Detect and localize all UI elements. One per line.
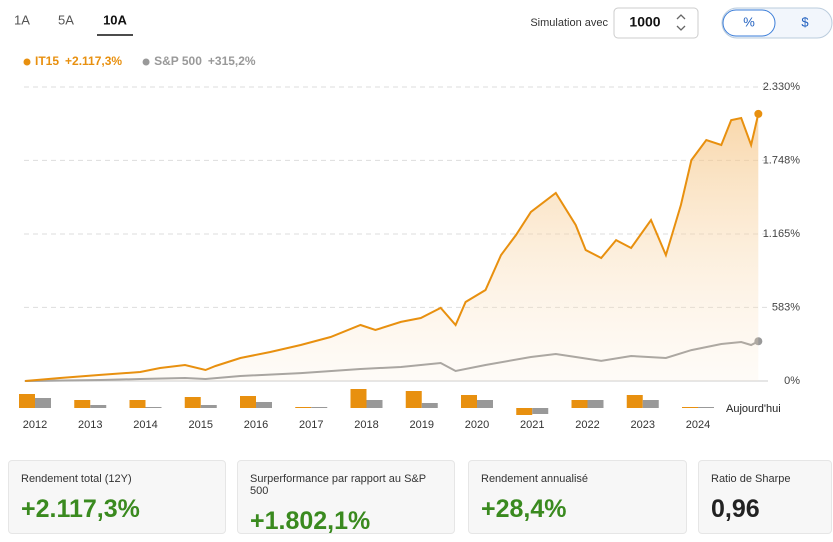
chart: 1A 5A 10A Simulation avec 1000% $0% 583% 1.165%… [14,7,833,431]
stat-card: Surperformance par rapport au S&P 500 +1.… [237,460,455,535]
bar [405,391,422,408]
y-tick-label: 1.165% [763,228,801,240]
y-tick-label: 1.748% [763,154,801,166]
legend-dot [23,58,31,66]
simulation-amount[interactable]: 1000 [629,14,660,30]
bar [642,400,659,408]
y-tick-label: 2.330% [763,81,801,93]
stat-card: Rendement total (12Y) +2.117,3% [8,460,226,534]
area [25,113,759,382]
amount-input[interactable] [613,7,699,39]
x-tick-label: 2016 [244,419,268,431]
stat-value: +28,4% [481,495,567,523]
bar [698,407,714,408]
bar [350,389,367,408]
bar [682,407,698,408]
legend-return: +2.117,3% [65,54,122,68]
bar [200,405,217,408]
line [25,113,760,382]
x-tick-label: 2022 [575,419,599,431]
bar [240,396,256,408]
stat-label: Rendement total (12Y) [21,473,132,485]
simulation-label: Simulation avec [530,17,608,29]
bar [295,407,312,408]
stat-label: Rendement annualisé [481,473,589,485]
y-tick-label: 583% [772,301,800,313]
bar [311,407,328,408]
bar [90,405,107,408]
legend-dot [142,58,150,66]
tab[interactable]: 5A [58,12,74,27]
stat-value: +1.802,1% [250,507,371,535]
bar [145,407,162,408]
end-dot [754,109,763,118]
stat-label: Surperformance par rapport au S&P 500 [250,473,426,497]
tab[interactable]: 1A [14,12,30,27]
bar [366,400,383,408]
bar [19,394,35,408]
x-tick-label: 2014 [133,419,157,431]
stat-card: Rendement annualisé +28,4% [468,460,687,534]
unit-option[interactable]: $ [801,14,809,29]
bar [461,395,477,408]
x-tick-label: 2019 [410,419,434,431]
bar [626,395,643,408]
bar [421,403,438,408]
bar [532,408,549,414]
bar [74,400,91,408]
bar [587,400,604,408]
x-tick-label: 2023 [631,419,655,431]
bar [184,397,201,408]
stepper[interactable] [676,14,686,31]
bar [256,402,272,408]
stat-value: 0,96 [711,495,760,523]
x-tick-label: 2012 [23,419,47,431]
x-tick-label: 2018 [354,419,378,431]
annotation: Aujourd'hui [726,403,781,415]
legend-return: +315,2% [208,54,256,68]
legend-name: S&P 500 [154,54,202,68]
bar [35,398,51,408]
tab[interactable]: 10A [103,12,127,27]
legend-name: IT15 [35,54,59,68]
x-tick-label: 2021 [520,419,544,431]
x-tick-label: 2024 [686,419,710,431]
stat-card: Ratio de Sharpe 0,96 [698,460,832,534]
stat-value: +2.117,3% [21,495,140,523]
x-tick-label: 2013 [78,419,102,431]
unit-active[interactable] [722,9,776,37]
stat-label: Ratio de Sharpe [711,473,791,485]
unit-option[interactable]: % [743,14,755,29]
x-tick-label: 2020 [465,419,489,431]
x-tick-label: 2015 [189,419,213,431]
bar [571,400,588,408]
x-tick-label: 2017 [299,419,323,431]
bar [516,408,533,415]
bar [129,400,146,408]
y-tick-label: 0% [784,375,800,387]
bar [477,400,493,408]
